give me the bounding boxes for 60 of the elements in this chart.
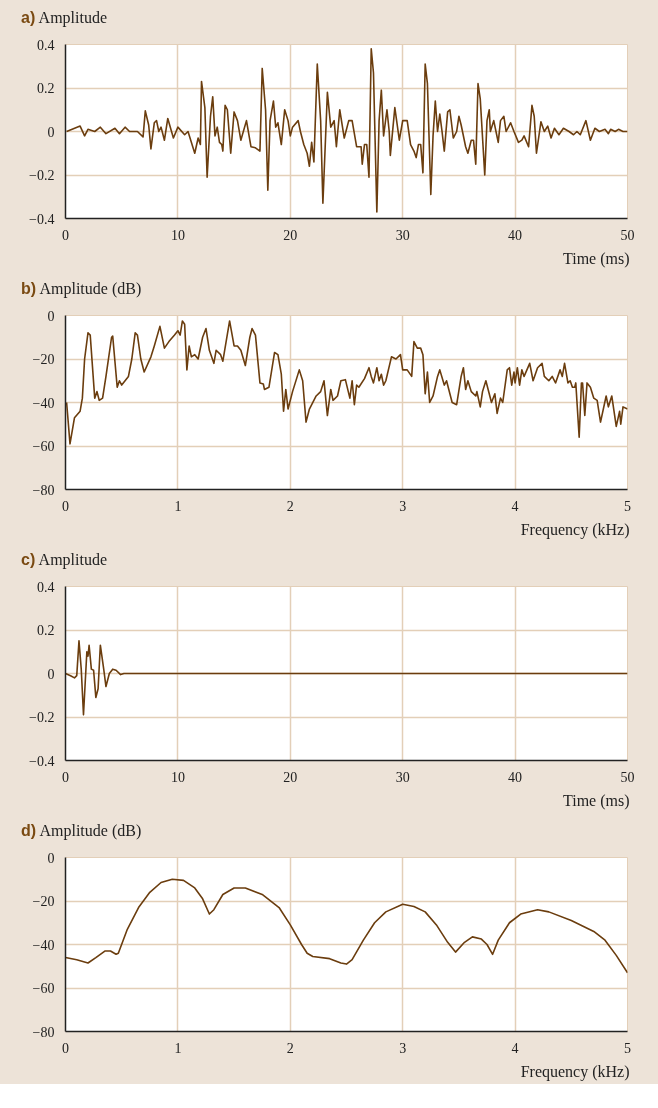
y-axis-title: Amplitude [38,9,108,26]
y-tick-label: 0.2 [37,81,55,96]
y-tick-label: −20 [32,894,55,909]
y-tick-label: −40 [32,937,55,953]
y-tick-label: −80 [32,1024,55,1040]
y-axis-title: Amplitude (dB) [39,280,142,297]
line-series [65,878,628,974]
y-tick-label: 0.4 [37,579,55,595]
x-tick-label: 10 [170,227,185,243]
y-tick-label: −60 [32,439,55,454]
x-axis-title: Frequency (kHz) [520,520,630,539]
x-tick-label: 2 [286,498,294,514]
y-tick-label: −60 [32,981,55,996]
x-tick-label: 2 [286,1040,294,1056]
chart-title: b) [21,280,37,297]
x-tick-label: 20 [283,227,298,243]
x-tick-label: 3 [399,498,407,514]
x-tick-label: 50 [620,769,635,785]
x-tick-label: 0 [62,498,69,514]
y-tick-label: 0 [47,850,55,866]
x-tick-label: 40 [508,227,523,243]
x-tick-label: 40 [508,769,523,785]
y-tick-label: 0 [47,124,55,140]
y-tick-label: 0 [47,666,55,682]
x-tick-label: 30 [395,769,410,785]
x-tick-label: 50 [620,227,635,243]
y-tick-label: 0.4 [37,37,55,53]
line-series [65,48,628,213]
x-tick-label: 1 [174,1040,182,1056]
y-tick-label: −40 [32,395,55,411]
x-tick-label: 10 [170,769,185,785]
y-tick-label: −20 [32,352,55,367]
line-series [65,640,628,716]
y-tick-label: 0.2 [37,623,55,638]
x-tick-label: 4 [511,498,519,514]
y-tick-label: −0.4 [29,211,55,227]
x-tick-label: 1 [174,498,182,514]
chart-title: d) [21,822,37,839]
chart-title: c) [21,551,36,568]
y-tick-label: −0.4 [29,753,55,769]
x-tick-label: 30 [395,227,410,243]
x-tick-label: 20 [283,769,298,785]
x-axis-title: Time (ms) [562,791,630,810]
y-tick-label: 0 [47,308,55,324]
y-tick-label: −0.2 [29,168,55,183]
y-tick-label: −0.2 [29,710,55,725]
x-tick-label: 5 [624,498,631,514]
chart-title: a) [21,9,36,26]
x-tick-label: 0 [62,1040,69,1056]
x-tick-label: 3 [399,1040,407,1056]
x-tick-label: 4 [511,1040,519,1056]
y-tick-label: −80 [32,482,55,498]
x-tick-label: 5 [624,1040,631,1056]
y-axis-title: Amplitude (dB) [39,822,142,839]
y-axis-title: Amplitude [38,551,108,568]
x-tick-label: 0 [62,769,69,785]
x-axis-title: Frequency (kHz) [520,1062,630,1081]
line-series [65,320,628,445]
x-axis-title: Time (ms) [562,249,630,268]
x-tick-label: 0 [62,227,69,243]
